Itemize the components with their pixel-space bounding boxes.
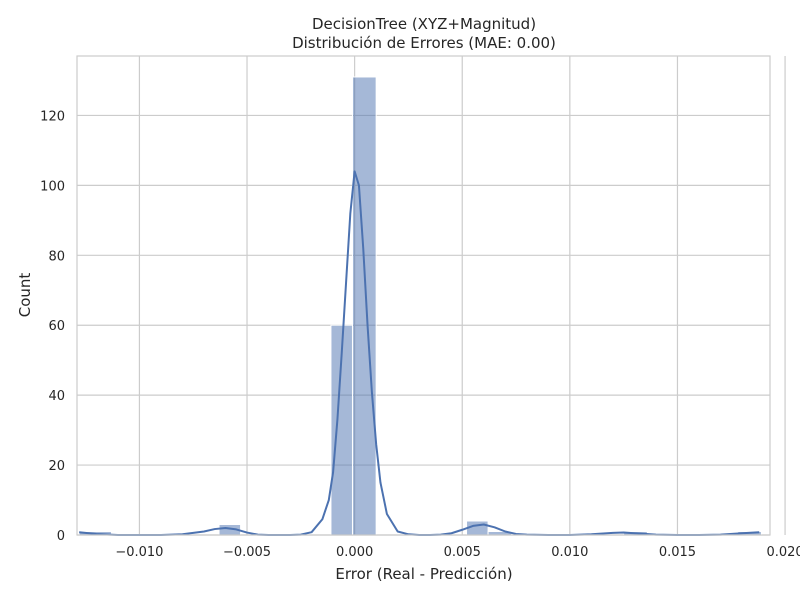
y-tick-label: 60 xyxy=(48,319,65,334)
x-axis-ticks: −0.010 −0.005 0.000 0.005 0.010 0.015 0.020 xyxy=(115,545,800,560)
y-tick-label: 0 xyxy=(57,529,65,544)
x-tick-label: −0.005 xyxy=(223,545,271,560)
y-tick-label: 100 xyxy=(40,179,65,194)
grid-lines xyxy=(77,56,786,536)
x-tick-label: 0.020 xyxy=(766,545,800,560)
x-tick-label: 0.000 xyxy=(336,545,373,560)
chart-subtitle: Distribución de Errores (MAE: 0.00) xyxy=(292,34,556,52)
y-tick-label: 80 xyxy=(48,249,65,264)
y-tick-label: 120 xyxy=(40,109,65,124)
x-tick-label: 0.005 xyxy=(444,545,481,560)
x-tick-label: 0.010 xyxy=(551,545,588,560)
x-tick-label: −0.010 xyxy=(115,545,163,560)
y-axis-label: Count xyxy=(16,273,34,318)
x-tick-label: 0.015 xyxy=(659,545,696,560)
y-tick-label: 40 xyxy=(48,389,65,404)
plot-area-frame xyxy=(76,55,771,536)
chart-title: DecisionTree (XYZ+Magnitud) xyxy=(312,15,536,33)
x-axis-label: Error (Real - Predicción) xyxy=(335,565,512,583)
y-tick-label: 20 xyxy=(48,459,65,474)
y-axis-ticks: 0 20 40 60 80 100 120 xyxy=(40,109,65,544)
histogram-bar xyxy=(351,76,377,536)
